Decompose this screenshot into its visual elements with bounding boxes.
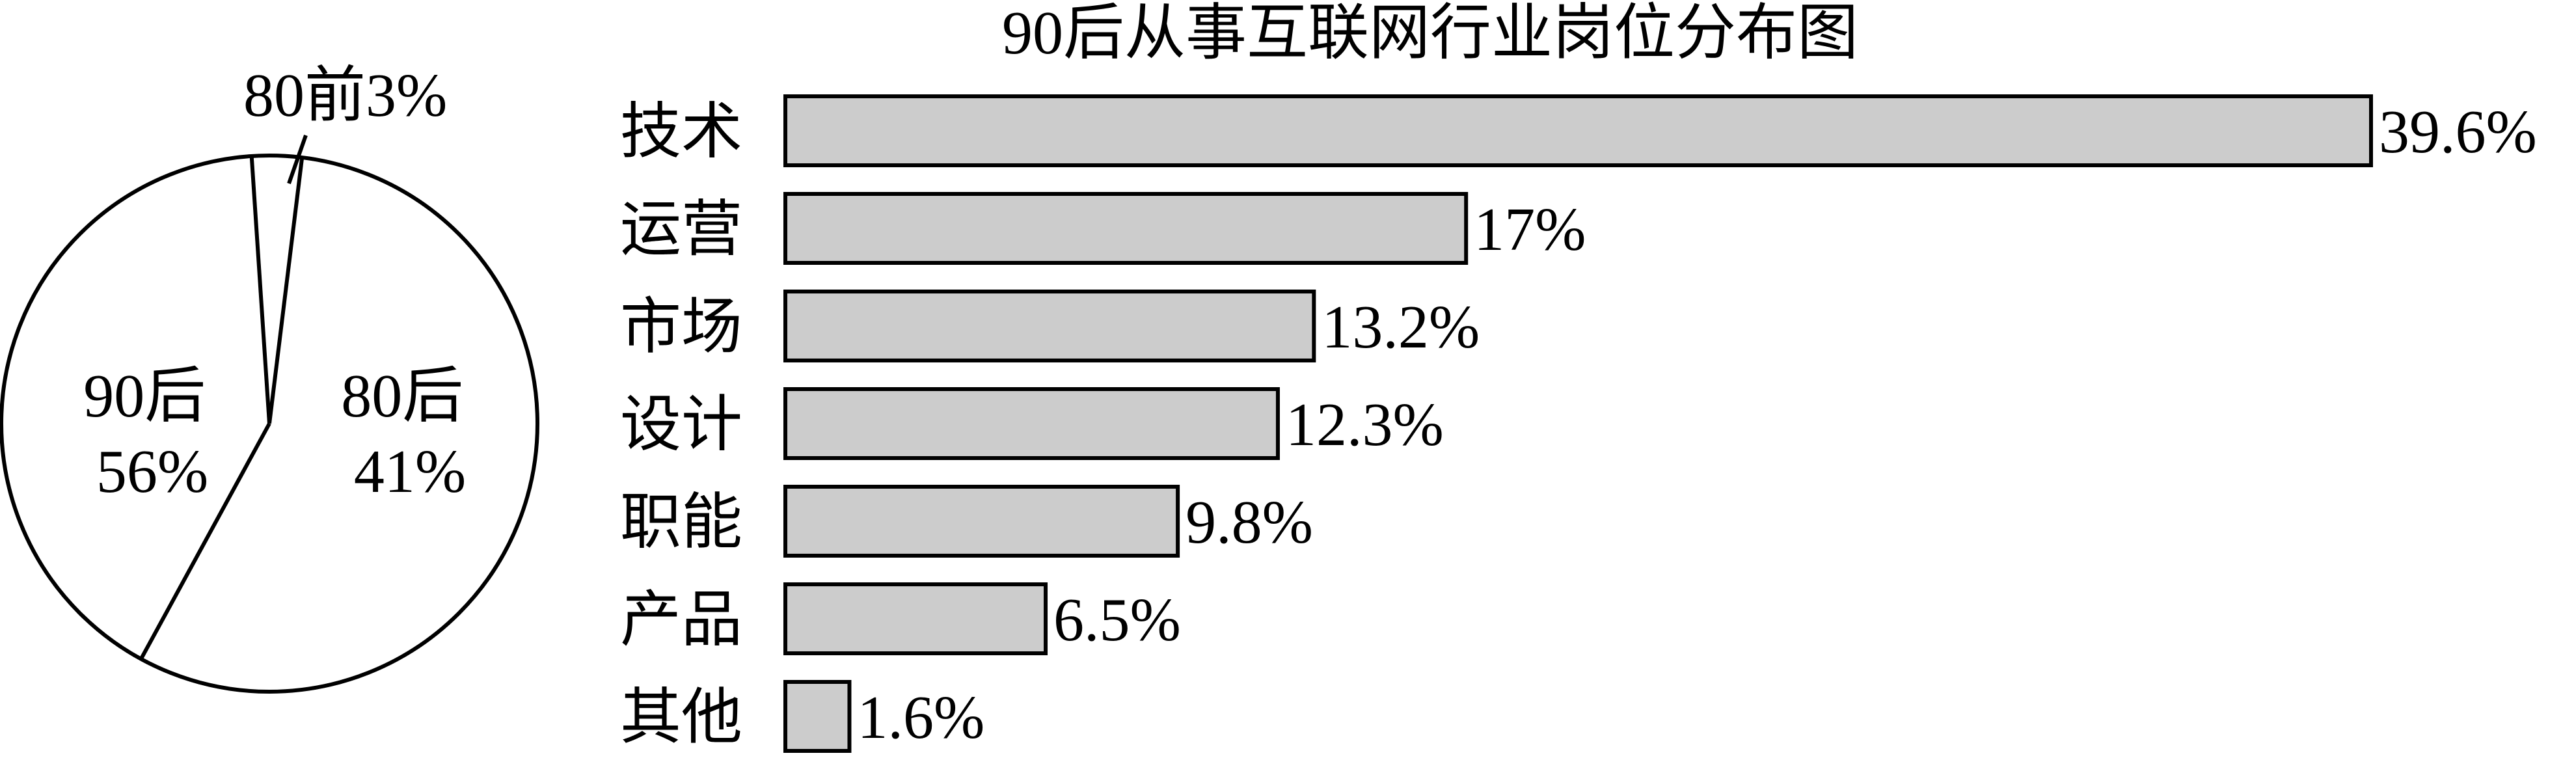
bar <box>783 94 2373 167</box>
pie-label-80s-name: 80后 <box>341 362 463 430</box>
pie-label-pre-80s: 80前3% <box>243 62 447 129</box>
bar <box>783 387 1280 460</box>
bar <box>783 192 1469 265</box>
pie-leader-line <box>287 135 308 184</box>
bar-value-label: 39.6% <box>2379 98 2537 166</box>
bar-value-label: 9.8% <box>1186 489 1313 556</box>
bar-category-label: 产品 <box>620 586 742 654</box>
bar-chart: 90后从事互联网行业岗位分布图 技术 39.6% 运营 17% 市场 13.2% 设计 12.… <box>620 0 2537 753</box>
pie-label-90s-name: 90后 <box>83 362 206 430</box>
bar <box>783 485 1180 558</box>
bar-category-label: 技术 <box>620 98 742 166</box>
bar <box>783 680 852 753</box>
bar-category-label: 职能 <box>620 489 742 556</box>
pie-slice-boundary <box>139 422 271 660</box>
pie-label-90s-value: 56% <box>96 438 208 506</box>
pie-label-80s: 80后 41% <box>341 362 479 506</box>
bar-value-label: 12.3% <box>1286 391 1444 459</box>
pie-slice-boundary <box>249 156 271 424</box>
bar-category-label: 设计 <box>620 391 742 459</box>
bar-category-label: 市场 <box>620 293 742 361</box>
pie-label-80s-value: 41% <box>354 438 466 506</box>
bar <box>783 582 1048 655</box>
pie-slice-boundary <box>267 157 305 424</box>
bar-category-label: 运营 <box>620 196 742 264</box>
bar-category-label: 其他 <box>620 684 742 752</box>
bar-value-label: 6.5% <box>1053 586 1181 654</box>
bar-value-label: 1.6% <box>857 684 984 752</box>
bar <box>783 290 1316 362</box>
bar-value-label: 13.2% <box>1322 293 1480 361</box>
pie-label-90s: 90后 56% <box>83 362 221 506</box>
bar-value-label: 17% <box>1474 196 1586 264</box>
bar-chart-title: 90后从事互联网行业岗位分布图 <box>1002 0 1858 67</box>
pie-chart: 90后 56% 80后 41% 80前3% <box>0 62 539 694</box>
